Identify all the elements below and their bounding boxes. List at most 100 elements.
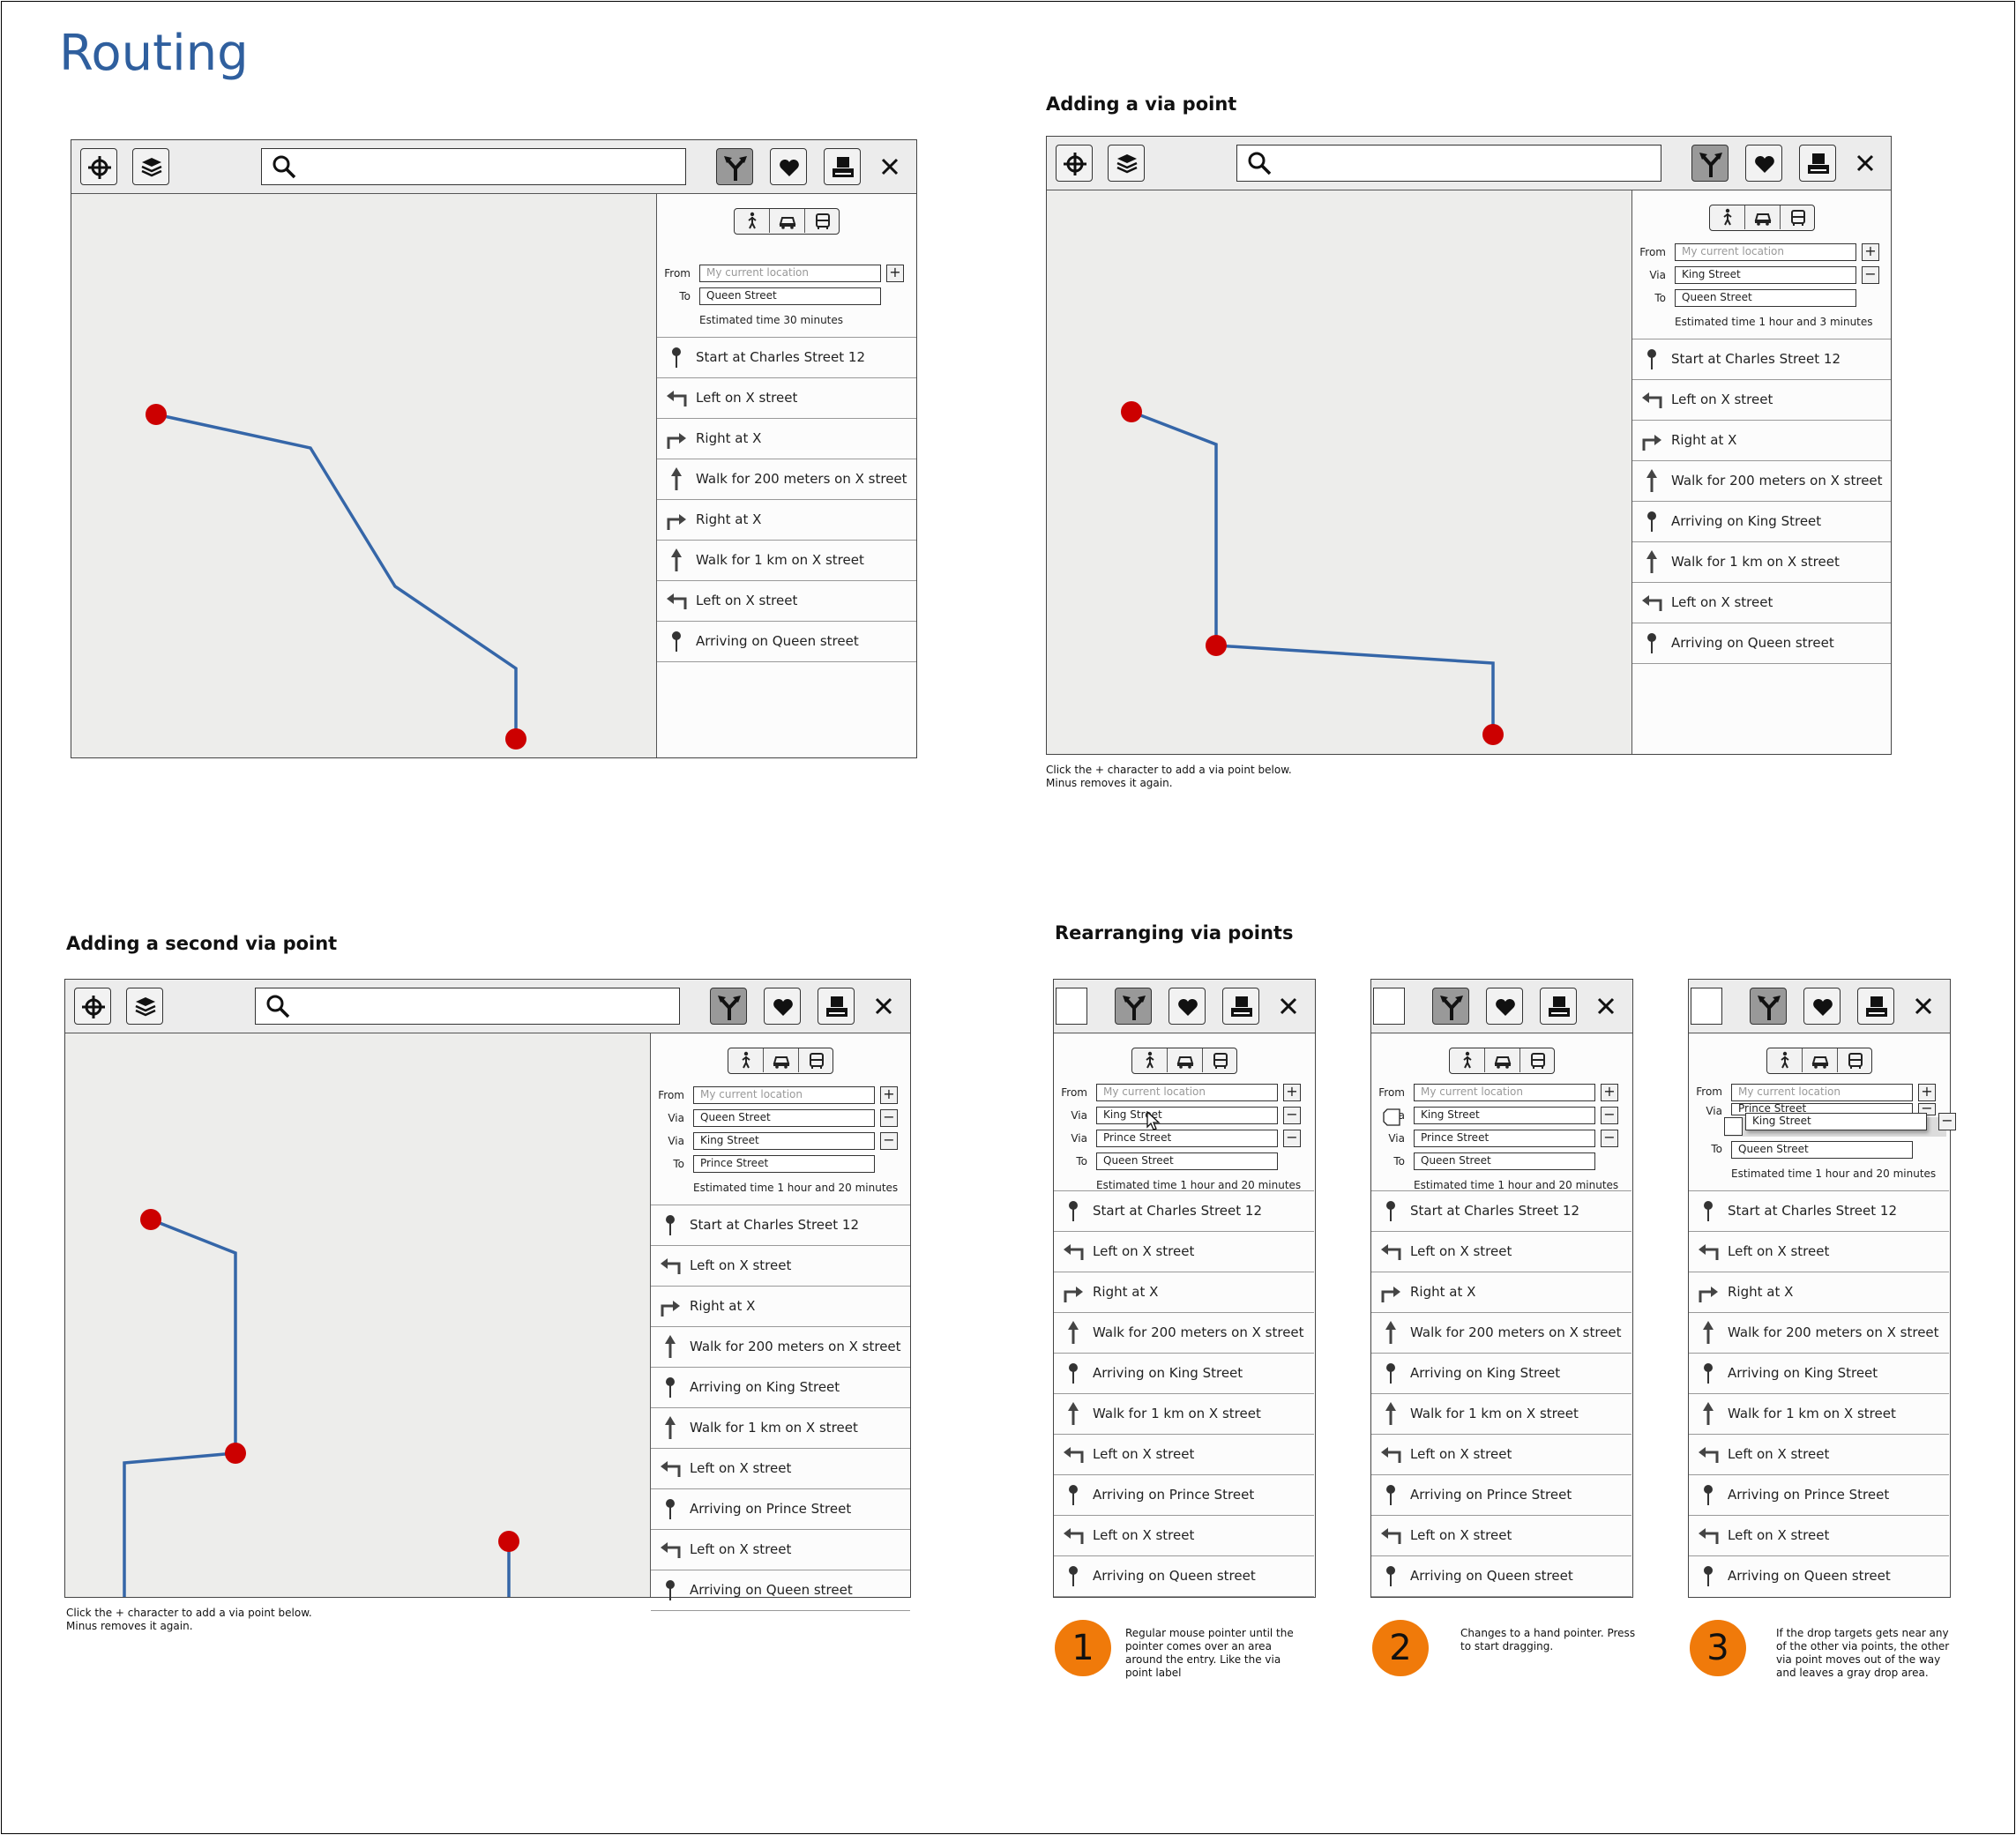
route-step[interactable]: Arriving on Prince Street	[1054, 1474, 1314, 1515]
route-marker[interactable]	[498, 1531, 519, 1552]
route-step[interactable]: Right at X	[1054, 1272, 1314, 1312]
map-toggle-button[interactable]	[1691, 988, 1722, 1025]
route-step[interactable]: Left on X street	[1371, 1434, 1631, 1474]
route-step[interactable]: Left on X street	[1054, 1231, 1314, 1272]
from-field[interactable]: My current location	[1731, 1084, 1913, 1101]
remove-via-button[interactable]: −	[880, 1132, 898, 1150]
route-marker[interactable]	[1121, 401, 1142, 422]
remove-via-button[interactable]: −	[1938, 1113, 1956, 1130]
from-field[interactable]: My current location	[1096, 1084, 1278, 1101]
route-step[interactable]: Arriving on King Street	[1054, 1353, 1314, 1393]
route-step[interactable]: Arriving on King Street	[1632, 501, 1891, 541]
bus-mode-button[interactable]	[798, 1048, 833, 1072]
route-step[interactable]: Left on X street	[1371, 1231, 1631, 1272]
favorite-button[interactable]	[770, 148, 807, 185]
route-step[interactable]: Left on X street	[1054, 1515, 1314, 1555]
car-mode-button[interactable]	[1802, 1048, 1837, 1072]
to-field[interactable]: Queen Street	[1675, 289, 1856, 307]
route-step[interactable]: Start at Charles Street 12	[1371, 1190, 1631, 1231]
route-step[interactable]: Walk for 1 km on X street	[657, 540, 916, 580]
route-step[interactable]: Walk for 200 meters on X street	[657, 459, 916, 499]
via-field[interactable]: King Street	[1414, 1107, 1595, 1124]
route-step[interactable]: Left on X street	[651, 1529, 910, 1570]
route-step[interactable]: Right at X	[651, 1286, 910, 1326]
via-field[interactable]: King Street	[1675, 266, 1856, 284]
search-input[interactable]	[261, 148, 686, 185]
route-step[interactable]: Arriving on Queen street	[657, 621, 916, 661]
car-mode-button[interactable]	[763, 1048, 798, 1072]
remove-via-button[interactable]: −	[1601, 1107, 1618, 1124]
close-button[interactable]	[1273, 990, 1304, 1022]
route-step[interactable]: Start at Charles Street 12	[1689, 1190, 1949, 1231]
from-field[interactable]: My current location	[699, 265, 881, 282]
via-field[interactable]: King Street	[693, 1132, 875, 1150]
print-button[interactable]	[818, 988, 855, 1025]
drag-handle[interactable]	[1724, 1117, 1743, 1136]
print-button[interactable]	[1540, 988, 1577, 1025]
favorite-button[interactable]	[1486, 988, 1523, 1025]
locate-button[interactable]	[74, 988, 111, 1025]
map-toggle-button[interactable]	[1056, 988, 1087, 1025]
to-field[interactable]: Queen Street	[1096, 1152, 1278, 1170]
via-field[interactable]: Queen Street	[693, 1109, 875, 1127]
route-step[interactable]: Left on X street	[651, 1245, 910, 1286]
route-marker[interactable]	[1206, 635, 1227, 656]
route-step[interactable]: Walk for 200 meters on X street	[651, 1326, 910, 1367]
route-button[interactable]	[1691, 145, 1729, 182]
bus-mode-button[interactable]	[1837, 1048, 1872, 1072]
from-field[interactable]: My current location	[693, 1086, 875, 1104]
walk-mode-button[interactable]	[735, 209, 770, 233]
route-step[interactable]: Arriving on King Street	[651, 1367, 910, 1407]
remove-via-button[interactable]: −	[880, 1109, 898, 1127]
route-button[interactable]	[1432, 988, 1469, 1025]
route-step[interactable]: Arriving on Prince Street	[651, 1488, 910, 1529]
route-step[interactable]: Walk for 1 km on X street	[1371, 1393, 1631, 1434]
walk-mode-button[interactable]	[1767, 1048, 1803, 1072]
print-button[interactable]	[1857, 988, 1894, 1025]
layers-button[interactable]	[1108, 145, 1145, 182]
walk-mode-button[interactable]	[728, 1048, 764, 1072]
to-field[interactable]: Prince Street	[693, 1155, 875, 1173]
route-marker[interactable]	[146, 404, 167, 425]
add-via-button[interactable]: +	[1283, 1084, 1301, 1101]
map-toggle-button[interactable]	[1373, 988, 1405, 1025]
car-mode-button[interactable]	[1744, 205, 1780, 229]
route-marker[interactable]	[505, 728, 526, 750]
route-step[interactable]: Start at Charles Street 12	[1054, 1190, 1314, 1231]
to-field[interactable]: Queen Street	[699, 287, 881, 305]
favorite-button[interactable]	[1803, 988, 1841, 1025]
route-button[interactable]	[1115, 988, 1152, 1025]
close-button[interactable]	[1590, 990, 1622, 1022]
remove-via-button[interactable]: −	[1918, 1101, 1936, 1115]
bus-mode-button[interactable]	[1780, 205, 1815, 229]
route-step[interactable]: Right at X	[657, 499, 916, 540]
map-area[interactable]	[1047, 190, 1631, 754]
route-step[interactable]: Left on X street	[1689, 1231, 1949, 1272]
bus-mode-button[interactable]	[1202, 1048, 1237, 1072]
car-mode-button[interactable]	[769, 209, 804, 233]
close-button[interactable]	[1849, 147, 1881, 179]
route-step[interactable]: Left on X street	[1054, 1434, 1314, 1474]
route-marker[interactable]	[225, 1443, 246, 1464]
map-area[interactable]	[65, 1033, 650, 1597]
via-field[interactable]: Prince Street	[1096, 1130, 1278, 1147]
route-step[interactable]: Left on X street	[1632, 582, 1891, 623]
favorite-button[interactable]	[1169, 988, 1206, 1025]
route-step[interactable]: Arriving on Queen street	[1689, 1555, 1949, 1596]
bus-mode-button[interactable]	[804, 209, 840, 233]
route-step[interactable]: Left on X street	[657, 580, 916, 621]
route-button[interactable]	[716, 148, 753, 185]
add-via-button[interactable]: +	[880, 1086, 898, 1104]
route-step[interactable]: Walk for 1 km on X street	[1054, 1393, 1314, 1434]
bus-mode-button[interactable]	[1519, 1048, 1555, 1072]
route-step[interactable]: Start at Charles Street 12	[1632, 339, 1891, 379]
route-step[interactable]: Arriving on Queen street	[1632, 623, 1891, 663]
route-step[interactable]: Arriving on Prince Street	[1689, 1474, 1949, 1515]
route-step[interactable]: Left on X street	[1632, 379, 1891, 420]
to-field[interactable]: Queen Street	[1731, 1141, 1913, 1159]
route-step[interactable]: Arriving on King Street	[1689, 1353, 1949, 1393]
route-step[interactable]: Start at Charles Street 12	[657, 337, 916, 377]
dragged-via-field[interactable]: King Street	[1745, 1113, 1927, 1130]
add-via-button[interactable]: +	[1918, 1084, 1936, 1101]
search-input[interactable]	[1236, 145, 1661, 182]
